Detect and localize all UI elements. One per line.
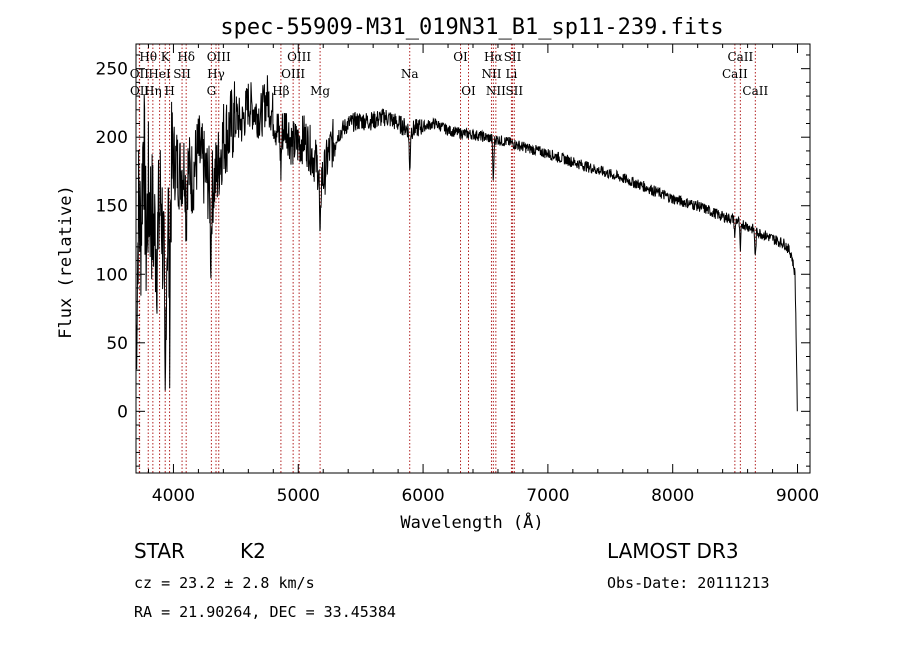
line-label-25: CaII: [722, 67, 748, 81]
line-label-4: HeI: [148, 67, 171, 81]
coordinates-text: RA = 21.90264, DEC = 33.45384: [134, 603, 396, 621]
x-tick-label: 4000: [152, 486, 195, 506]
line-label-0: OII: [130, 67, 150, 81]
line-label-13: OIII: [281, 67, 305, 81]
line-label-19: Hα: [484, 50, 503, 64]
chart-title: spec-55909-M31_019N31_B1_sp11-239.fits: [220, 15, 723, 40]
line-label-6: SII: [173, 67, 191, 81]
x-tick-label: 8000: [651, 486, 694, 506]
survey-name: LAMOST DR3: [607, 539, 739, 563]
line-label-16: Na: [401, 67, 419, 81]
spectrum-line: [135, 75, 798, 412]
line-label-15: Mg: [310, 84, 330, 98]
y-tick-label: 0: [117, 402, 128, 422]
object-class: STAR: [134, 539, 185, 563]
line-label-9: OIII: [207, 50, 231, 64]
line-label-17: OI: [453, 50, 468, 64]
y-tick-label: 100: [96, 265, 128, 285]
redshift-text: cz = 23.2 ± 2.8 km/s: [134, 574, 315, 592]
line-label-21: NII: [486, 84, 506, 98]
object-subclass: K2: [240, 539, 266, 563]
line-label-24: SII: [505, 84, 523, 98]
line-label-7: H: [164, 84, 174, 98]
line-label-1: OII: [130, 84, 150, 98]
line-label-20: NII: [481, 67, 501, 81]
y-axis-label: Flux (relative): [56, 185, 76, 339]
y-tick-label: 150: [96, 197, 128, 217]
line-label-23: Li: [506, 67, 518, 81]
line-label-8: Hδ: [177, 50, 195, 64]
line-label-5: K: [161, 50, 171, 64]
line-label-12: Hβ: [272, 84, 289, 98]
x-tick-label: 7000: [526, 486, 569, 506]
line-label-18: OI: [461, 84, 476, 98]
line-label-10: Hγ: [207, 67, 225, 81]
line-label-26: CaII: [727, 50, 753, 64]
line-label-14: OIII: [287, 50, 311, 64]
x-axis-label: Wavelength (Å): [400, 511, 543, 533]
x-tick-label: 5000: [277, 486, 320, 506]
line-label-11: G: [207, 84, 217, 98]
spectrum-trace: [135, 75, 798, 412]
line-label-3: Hη: [144, 84, 162, 98]
line-label-22: SII: [504, 50, 522, 64]
observation-date: Obs-Date: 20111213: [607, 574, 770, 592]
y-tick-label: 50: [106, 334, 128, 354]
spectral-line-markers: [138, 44, 756, 473]
x-tick-label: 6000: [401, 486, 444, 506]
line-label-2: Hθ: [139, 50, 157, 64]
y-tick-label: 250: [96, 60, 128, 80]
axes: 4000 5000 6000 7000 8000 9000 0 50 100 150 200 250: [96, 43, 819, 506]
y-tick-label: 200: [96, 128, 128, 148]
x-tick-label: 9000: [776, 486, 819, 506]
line-label-27: CaII: [742, 84, 768, 98]
